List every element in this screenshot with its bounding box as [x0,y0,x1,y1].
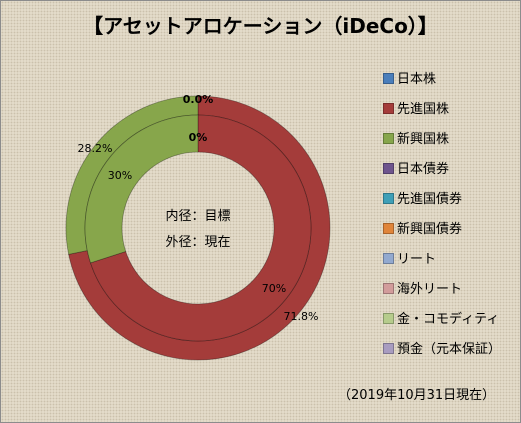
legend-swatch [383,73,394,84]
legend-swatch [383,343,394,354]
slice-inner [90,114,312,342]
legend-label: 先進国株 [397,102,450,117]
legend-swatch [383,313,394,324]
legend-swatch [383,283,394,294]
legend-label: 新興国債券 [397,222,463,237]
legend-swatch [383,133,394,144]
legend-swatch [383,163,394,174]
center-note-outer: 外径：現在 [165,235,230,250]
data-label: 0% [189,131,208,144]
legend-swatch [383,103,394,114]
legend-swatch [383,223,394,234]
data-label: 30% [108,169,132,182]
legend-label: 海外リート [397,282,463,297]
data-label: 28.2% [78,142,113,155]
center-note-inner: 内径：目標 [165,208,230,224]
legend-label: 日本債券 [397,162,450,177]
legend-label: 預金（元本保証） [397,342,502,357]
as-of-date: （2019年10月31日現在） [338,388,496,403]
data-label: 71.8% [284,310,319,323]
legend-label: 金・コモディティ [397,312,500,327]
legend-label: リート [397,252,437,267]
legend-swatch [383,193,394,204]
data-label: 0.0% [183,93,214,106]
data-label: 70% [262,282,286,295]
legend-swatch [383,253,394,264]
inner-ring-target [84,114,312,342]
chart-title: 【アセットアロケーション（iDeCo）】 [83,14,438,38]
legend-label: 先進国債券 [397,192,463,207]
legend-label: 新興国株 [397,132,450,147]
slice-inner [84,114,199,264]
legend-label: 日本株 [397,72,437,87]
